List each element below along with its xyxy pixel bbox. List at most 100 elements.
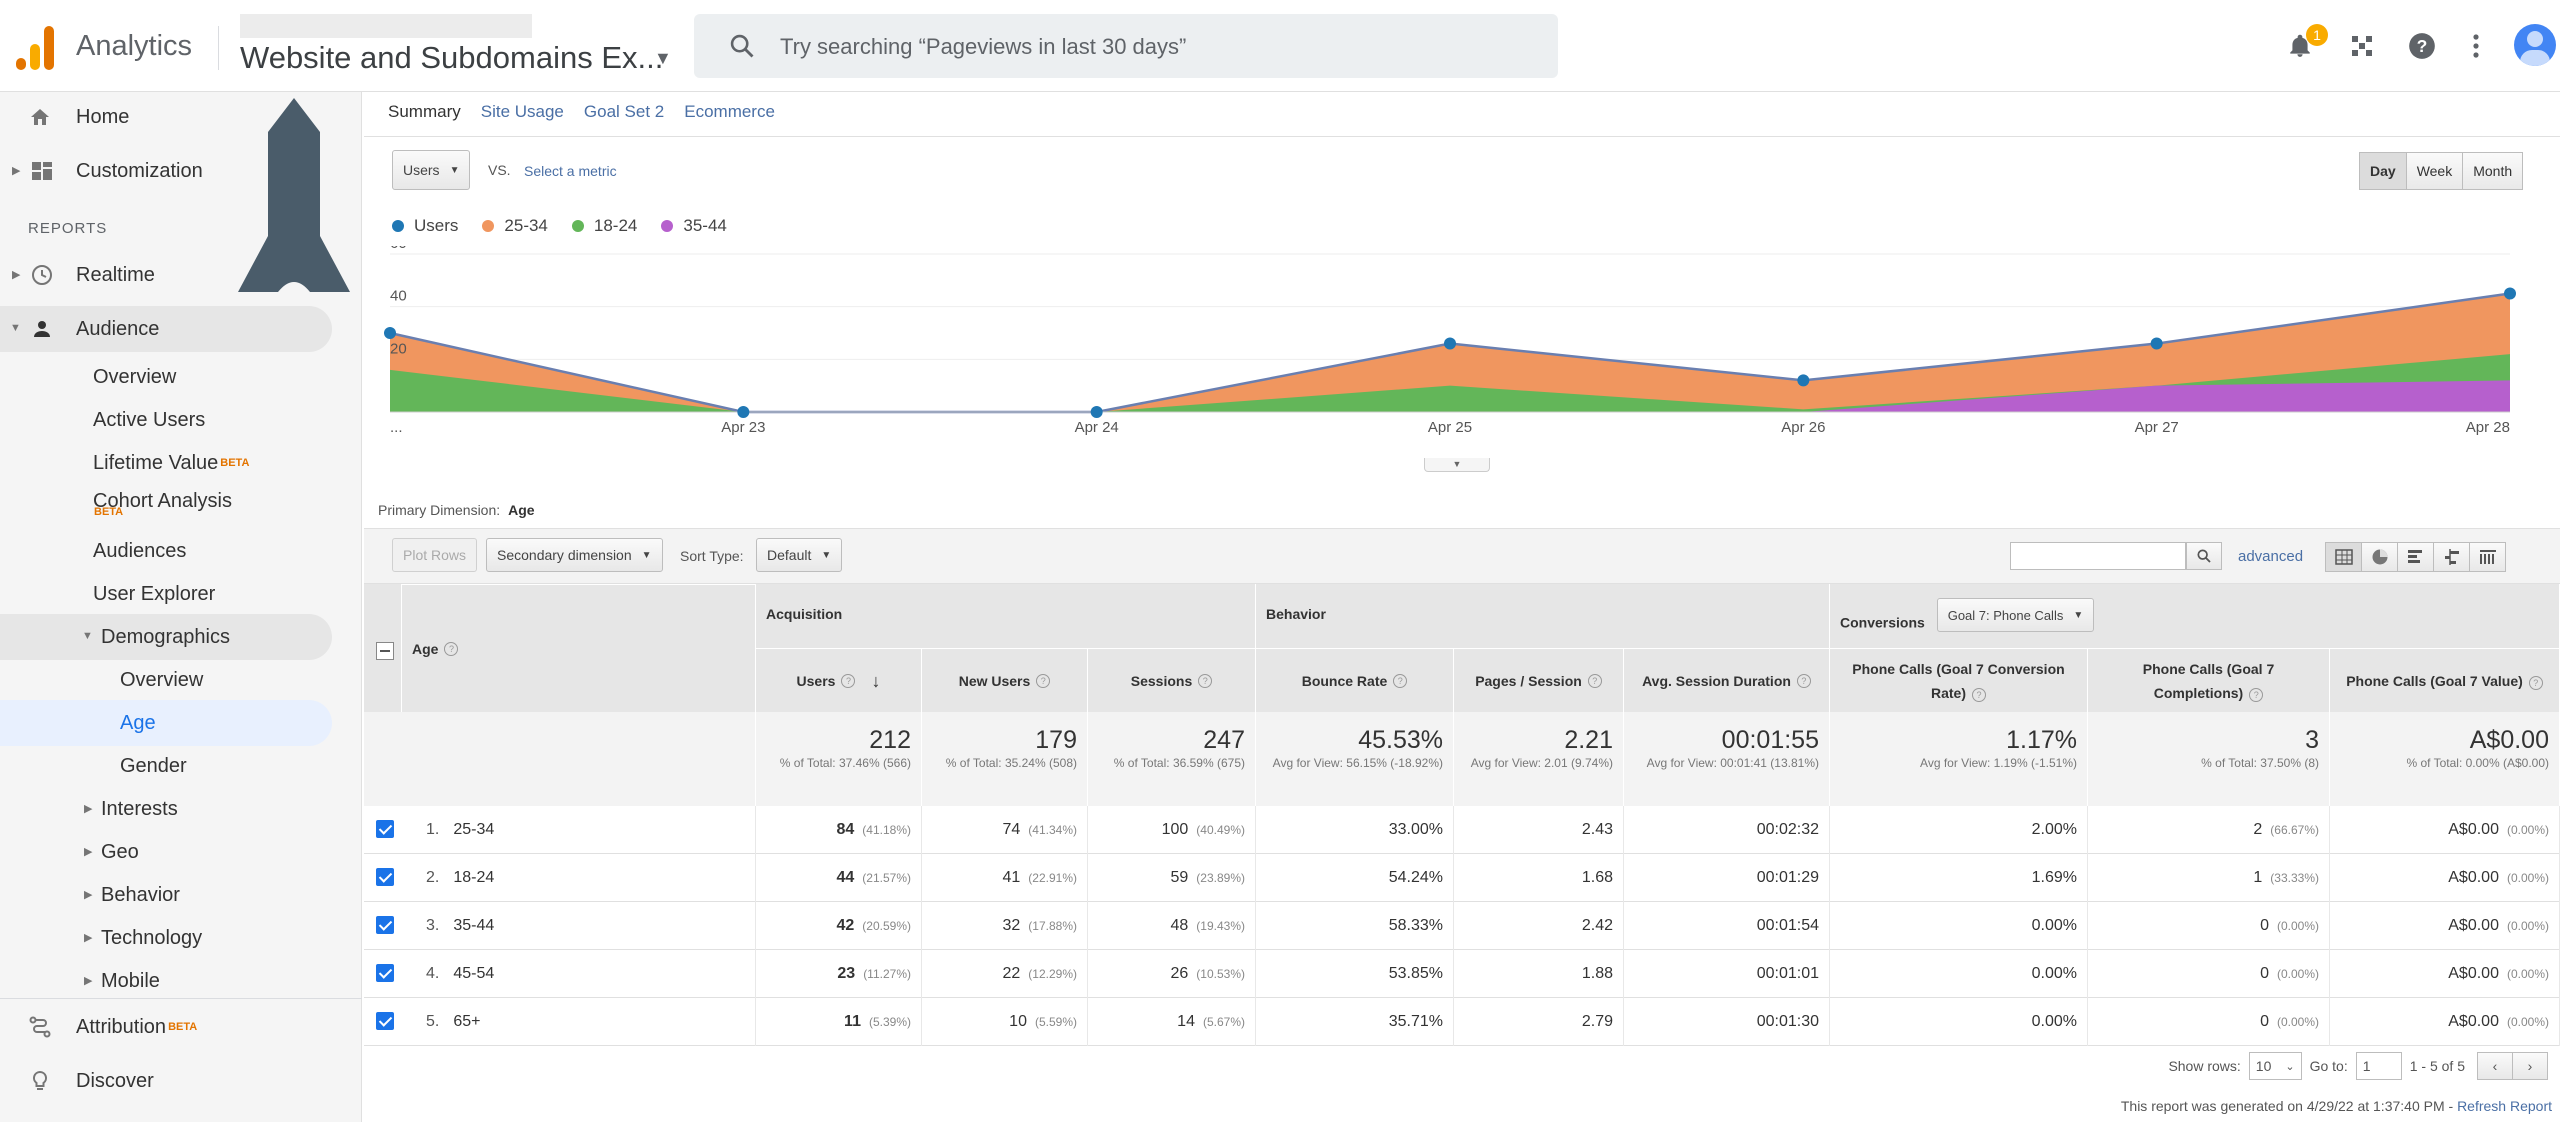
row-checkbox[interactable] (376, 868, 394, 886)
sidebar-item-attribution[interactable]: Attribution BETA (0, 1004, 362, 1050)
help-icon[interactable]: ? (1198, 673, 1213, 688)
help-icon[interactable]: ? (2528, 675, 2543, 690)
sidebar-item-audience[interactable]: ▼ Audience (0, 306, 332, 352)
tab-summary[interactable]: Summary (388, 102, 461, 121)
table-row[interactable]: 5. 65+ 11 (5.39%) 10 (5.59%) 14 (5.67%) 35.71% 2.… (364, 998, 2560, 1046)
sort-desc-arrow-icon[interactable]: ↓ (871, 670, 881, 691)
tab-ecommerce[interactable]: Ecommerce (684, 102, 775, 121)
table-row[interactable]: 4. 45-54 23 (11.27%) 22 (12.29%) 26 (10.53%) 53.… (364, 950, 2560, 998)
prev-page-button[interactable]: ‹ (2477, 1052, 2513, 1080)
sidebar-item-interests[interactable]: ▶ Interests (0, 786, 362, 832)
row-label[interactable]: 1. 25-34 (426, 806, 494, 854)
sidebar-item-discover[interactable]: Discover (0, 1058, 362, 1104)
primary-dimension-value[interactable]: Age (508, 502, 535, 518)
col-goal7-completions[interactable]: Phone Calls (Goal 7 Completions)? (2088, 648, 2330, 712)
legend-35-44[interactable]: 35-44 (661, 216, 727, 236)
sidebar-item-mobile[interactable]: ▶ Mobile (0, 958, 362, 1004)
table-search-button[interactable] (2186, 542, 2222, 570)
sidebar-item-demographics-overview[interactable]: Overview (0, 657, 362, 703)
col-goal7-conversion-rate[interactable]: Phone Calls (Goal 7 Conversion Rate)? (1830, 648, 2088, 712)
legend-18-24[interactable]: 18-24 (571, 216, 637, 236)
apps-grid-icon[interactable] (2344, 28, 2380, 64)
select-all-checkbox[interactable] (376, 642, 394, 660)
metric-select[interactable]: Users ▼ (392, 150, 471, 190)
more-vert-icon[interactable] (2458, 28, 2494, 64)
comparison-view-icon[interactable] (2433, 542, 2470, 572)
help-icon[interactable]: ? (1036, 673, 1051, 688)
sidebar-item-customization[interactable]: ▶ Customization (0, 148, 362, 194)
table-search-input[interactable] (2010, 542, 2186, 570)
col-new-users[interactable]: New Users? (922, 648, 1088, 712)
table-row[interactable]: 2. 18-24 44 (21.57%) 41 (22.91%) 59 (23.89%) 54.… (364, 854, 2560, 902)
row-checkbox[interactable] (376, 916, 394, 934)
property-selector[interactable]: Website and Subdomains Ex... (240, 40, 664, 75)
performance-view-icon[interactable] (2397, 542, 2434, 572)
secondary-dimension-select[interactable]: Secondary dimension ▼ (486, 538, 663, 572)
row-checkbox[interactable] (376, 964, 394, 982)
search-bar[interactable]: Try searching “Pageviews in last 30 days… (694, 14, 1558, 78)
day-button[interactable]: Day (2359, 152, 2407, 190)
col-pages-per-session[interactable]: Pages / Session? (1454, 648, 1624, 712)
analytics-logo-icon[interactable] (16, 26, 54, 70)
caret-down-icon[interactable]: ▼ (654, 48, 672, 68)
sidebar-item-behavior[interactable]: ▶ Behavior (0, 872, 362, 918)
account-avatar[interactable] (2514, 24, 2556, 66)
sidebar-item-technology[interactable]: ▶ Technology (0, 915, 362, 961)
col-bounce-rate[interactable]: Bounce Rate? (1256, 648, 1454, 712)
sidebar-item-gender[interactable]: Gender (0, 743, 362, 789)
col-users[interactable]: Users? ↓ (756, 648, 922, 712)
legend-users[interactable]: Users (392, 216, 458, 236)
week-button[interactable]: Week (2405, 152, 2464, 190)
table-row[interactable]: 1. 25-34 84 (41.18%) 74 (41.34%) 100 (40.49%) 33… (364, 806, 2560, 854)
help-icon[interactable]: ? (1393, 673, 1408, 688)
help-icon[interactable]: ? (444, 641, 459, 656)
tab-goal-set-2[interactable]: Goal Set 2 (583, 102, 665, 121)
sidebar-item-cohort-analysis[interactable]: Cohort Analysis (0, 478, 362, 524)
sidebar-item-overview[interactable]: Overview (0, 354, 362, 400)
legend-25-34[interactable]: 25-34 (482, 216, 548, 236)
sort-type-select[interactable]: Default ▼ (756, 538, 843, 572)
refresh-report-link[interactable]: Refresh Report (2457, 1098, 2552, 1114)
sidebar-item-active-users[interactable]: Active Users (0, 397, 362, 443)
chart-collapse-handle[interactable]: ▼ (1424, 458, 1490, 472)
help-icon[interactable]: ? (2249, 687, 2264, 702)
next-page-button[interactable]: › (2512, 1052, 2548, 1080)
advanced-filter-link[interactable]: advanced (2238, 548, 2304, 565)
sidebar-item-realtime[interactable]: ▶ Realtime (0, 252, 362, 298)
pie-view-icon[interactable] (2361, 542, 2398, 572)
sidebar-item-age[interactable]: Age (0, 700, 332, 746)
sidebar-item-user-explorer[interactable]: User Explorer (0, 571, 362, 617)
help-icon[interactable]: ? (841, 673, 856, 688)
plot-rows-button[interactable]: Plot Rows (392, 538, 478, 572)
show-rows-select[interactable]: 10 ⌄ (2248, 1052, 2302, 1080)
help-icon[interactable]: ? (1587, 673, 1602, 688)
row-label[interactable]: 5. 65+ (426, 998, 480, 1046)
sidebar-item-geo[interactable]: ▶ Geo (0, 829, 362, 875)
sidebar-item-audiences[interactable]: Audiences (0, 528, 362, 574)
col-goal7-value[interactable]: Phone Calls (Goal 7 Value)? (2330, 648, 2560, 712)
col-sessions[interactable]: Sessions? (1088, 648, 1256, 712)
sidebar-item-home[interactable]: Home (0, 94, 362, 140)
help-icon[interactable]: ? (2404, 28, 2440, 64)
data-table-view-icon[interactable] (2325, 542, 2362, 572)
goal-select[interactable]: Goal 7: Phone Calls ▼ (1936, 598, 2095, 632)
notifications-bell-icon[interactable] (2282, 28, 2318, 64)
row-label[interactable]: 4. 45-54 (426, 950, 494, 998)
col-avg-session-duration[interactable]: Avg. Session Duration? (1624, 648, 1830, 712)
table-row[interactable]: 3. 35-44 42 (20.59%) 32 (17.88%) 48 (19.43%) 58.… (364, 902, 2560, 950)
pivot-view-icon[interactable] (2469, 542, 2506, 572)
age-column-header[interactable]: Age? (402, 584, 756, 712)
month-button[interactable]: Month (2462, 152, 2524, 190)
row-checkbox[interactable] (376, 820, 394, 838)
goto-input[interactable]: 1 (2355, 1052, 2402, 1080)
tab-site-usage[interactable]: Site Usage (480, 102, 564, 121)
row-label[interactable]: 3. 35-44 (426, 902, 494, 950)
help-icon[interactable]: ? (1972, 687, 1986, 702)
row-checkbox[interactable] (376, 1012, 394, 1030)
sidebar-item-demographics[interactable]: ▼ Demographics (0, 614, 332, 660)
cell-percent: (5.59%) (1034, 1015, 1077, 1029)
help-icon[interactable]: ? (1796, 673, 1811, 688)
row-label[interactable]: 2. 18-24 (426, 854, 494, 902)
select-metric-link[interactable]: Select a metric (524, 163, 617, 179)
sidebar-item-lifetime-value[interactable]: Lifetime Value BETA (0, 440, 362, 486)
